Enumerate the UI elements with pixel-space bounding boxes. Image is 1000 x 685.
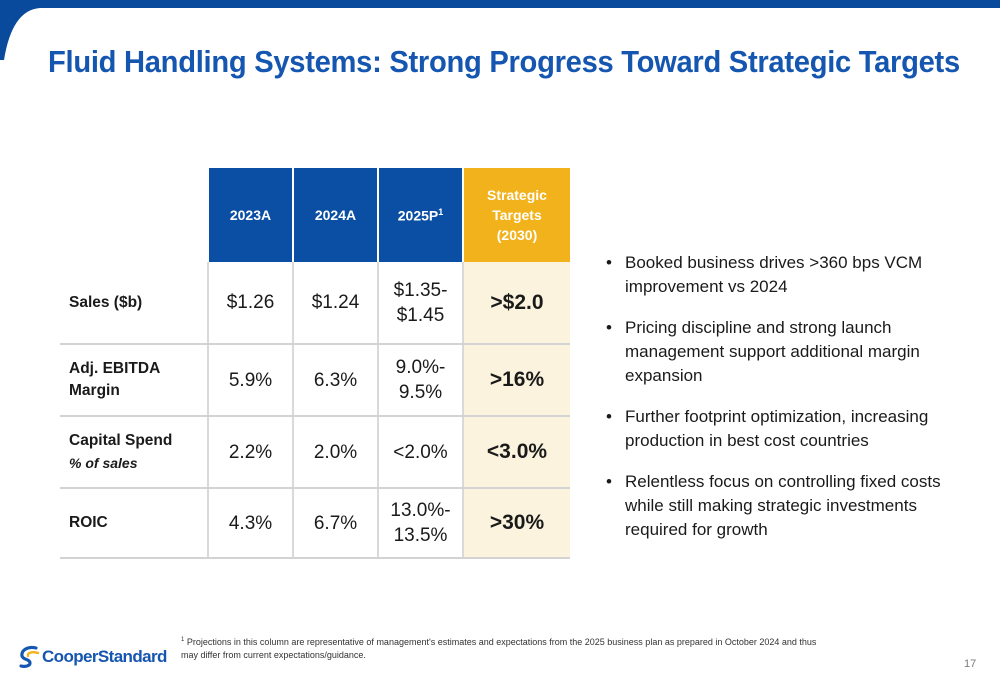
cell-target: >30% [462,488,570,559]
row-label: Adj. EBITDA Margin [60,344,208,417]
cell-2024a: 2.0% [292,416,378,489]
bullet-item: Further footprint optimization, increasi… [606,405,946,453]
header-2024a: 2024A [292,168,378,262]
header-blank-cell [60,168,208,262]
table-header-row: 2023A 2024A 2025P1 Strategic Targets (20… [60,168,570,262]
cell-target: >16% [462,344,570,417]
page-number: 17 [964,658,977,670]
cell-2023a: 4.3% [207,488,293,559]
table-row-capital-spend: Capital Spend% of sales 2.2% 2.0% <2.0% … [60,416,570,489]
cell-2025p: 13.0%- 13.5% [377,488,463,559]
cooper-standard-logo-icon [19,645,40,668]
cell-2023a: 5.9% [207,344,293,417]
logo-wordmark: CooperStandard [42,647,167,666]
cell-2023a: $1.26 [207,262,293,345]
bullet-item: Pricing discipline and strong launch man… [606,316,946,388]
cell-2025p: $1.35- $1.45 [377,262,463,345]
cell-2024a: 6.7% [292,488,378,559]
cell-2024a: $1.24 [292,262,378,345]
table-row-roic: ROIC 4.3% 6.7% 13.0%- 13.5% >30% [60,488,570,559]
table-row-sales: Sales ($b) $1.26 $1.24 $1.35- $1.45 >$2.0 [60,262,570,345]
table-row-ebitda: Adj. EBITDA Margin 5.9% 6.3% 9.0%- 9.5% >1… [60,344,570,417]
bullet-item: Booked business drives >360 bps VCM impr… [606,251,946,299]
corner-swoosh [0,0,40,60]
cell-target: <3.0% [462,416,570,489]
bullet-list: Booked business drives >360 bps VCM impr… [606,251,946,559]
footnote: 1 Projections in this column are represe… [181,637,817,660]
page-title: Fluid Handling Systems: Strong Progress … [48,44,960,79]
row-label: ROIC [60,488,208,559]
cell-2025p: <2.0% [377,416,463,489]
cell-2023a: 2.2% [207,416,293,489]
row-label: Capital Spend% of sales [60,416,208,489]
company-logo: CooperStandard [18,645,167,669]
row-label: Sales ($b) [60,262,208,345]
cell-target: >$2.0 [462,262,570,345]
cell-2025p: 9.0%- 9.5% [377,344,463,417]
header-2023a: 2023A [207,168,293,262]
header-2025p: 2025P1 [377,168,463,262]
top-color-band [0,0,1000,8]
cell-2024a: 6.3% [292,344,378,417]
bullet-item: Relentless focus on controlling fixed co… [606,470,946,542]
header-strategic-targets: Strategic Targets (2030) [462,168,570,262]
row-sublabel: % of sales [69,455,138,471]
metrics-table: 2023A 2024A 2025P1 Strategic Targets (20… [60,168,570,559]
footnote-marker: 1 [438,206,444,217]
